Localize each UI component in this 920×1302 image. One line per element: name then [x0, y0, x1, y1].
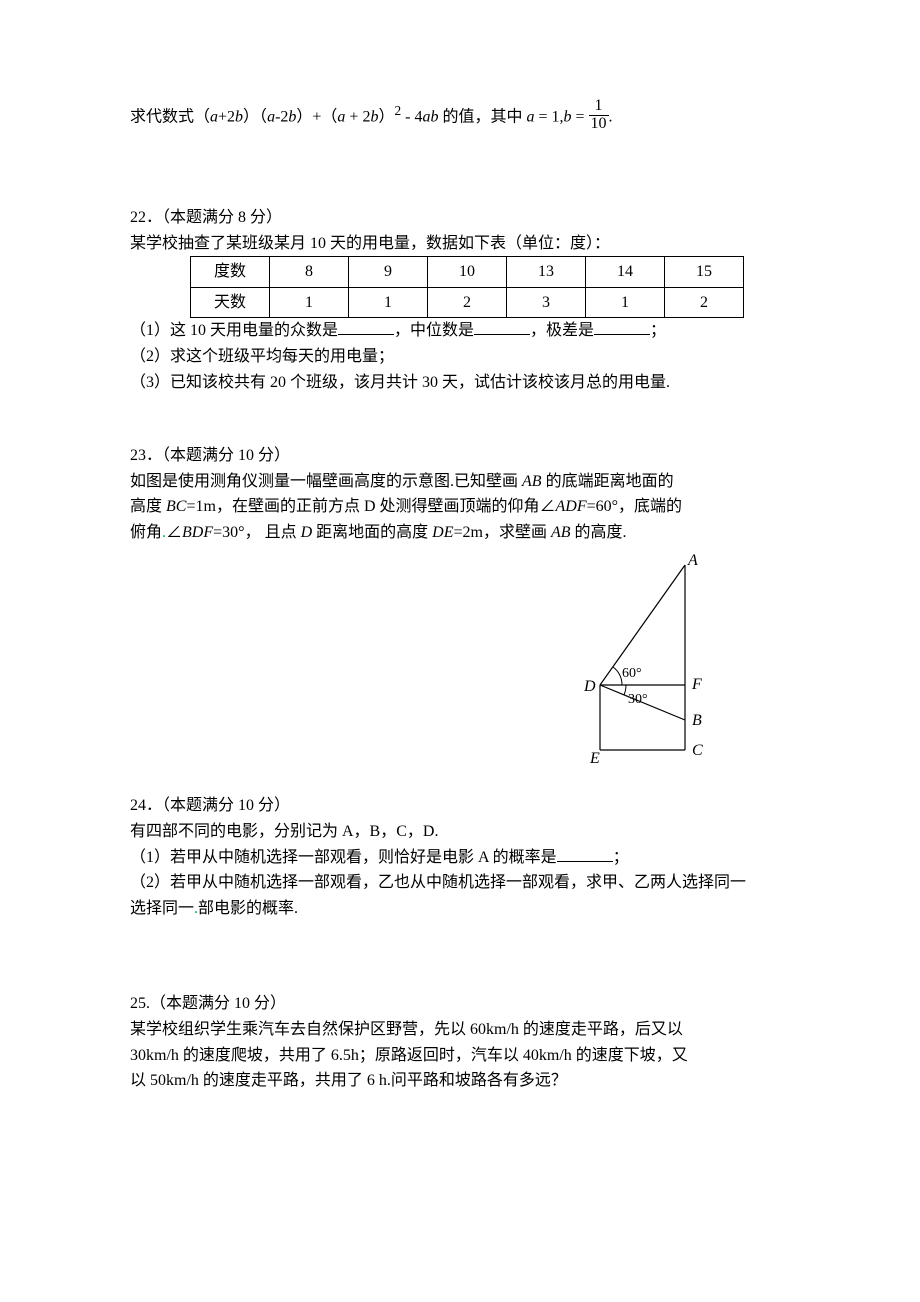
var-ab: ab [422, 108, 438, 125]
q24-part2a: （2）若甲从中随机选择一部观看，乙也从中随机选择一部观看，求甲、乙两人选择同一 [130, 870, 790, 896]
text: =1m，在壁画的正前方点 D 处测得壁画顶端的仰角∠ [186, 498, 555, 515]
cell: 10 [428, 257, 507, 288]
text: （1）这 10 天用电量的众数是 [130, 322, 338, 339]
text: +2 [218, 108, 235, 125]
text: 的高度. [571, 524, 627, 541]
q25-line1: 某学校组织学生乘汽车去自然保护区野营，先以 60km/h 的速度走平路，后又以 [130, 1017, 790, 1043]
label-60: 60° [622, 666, 642, 681]
cell: 2 [665, 287, 744, 318]
label-30: 30° [628, 692, 648, 707]
numerator: 1 [589, 98, 609, 115]
cell: 8 [270, 257, 349, 288]
label-f: F [691, 676, 702, 693]
cell: 14 [586, 257, 665, 288]
fraction: 110 [589, 98, 609, 133]
q25-line2: 30km/h 的速度爬坡，共用了 6.5h；原路返回时，汽车以 40km/h 的… [130, 1043, 790, 1069]
text: ； [613, 849, 629, 866]
text: 如图是使用测角仪测量一幅壁画高度的示意图.已知壁画 [130, 473, 522, 490]
seg-ab: AB [522, 473, 542, 490]
point-d: D [301, 524, 313, 541]
cell: 1 [586, 287, 665, 318]
q23-heading: 23．（本题满分 10 分） [130, 443, 790, 469]
cell: 15 [665, 257, 744, 288]
var-b: b [235, 108, 243, 125]
q25-heading: 25.（本题满分 10 分） [130, 991, 790, 1017]
q22-intro: 某学校抽查了某班级某月 10 天的用电量，数据如下表（单位：度）： [130, 231, 790, 257]
text: =60°，底端的 [587, 498, 682, 515]
text: 俯角 [130, 524, 162, 541]
text: ，中位数是 [394, 322, 474, 339]
q22-part1: （1）这 10 天用电量的众数是 ，中位数是 ，极差是 ； [130, 318, 790, 344]
cell: 13 [507, 257, 586, 288]
text: ，极差是 [530, 322, 594, 339]
q22-table: 度数 8 9 10 13 14 15 天数 1 1 2 3 1 2 [190, 256, 744, 318]
q21-expression: 求代数式（a+2b）（a-2b）+（a + 2b）2 - 4ab 的值，其中 a… [130, 100, 790, 135]
text: （1）若甲从中随机选择一部观看，则恰好是电影 A 的概率是 [130, 849, 557, 866]
text: = 1, [534, 108, 563, 125]
q24-heading: 24．（本题满分 10 分） [130, 793, 790, 819]
text: 选择同一 [130, 900, 194, 917]
seg-ab: AB [551, 524, 571, 541]
q23-line1: 如图是使用测角仪测量一幅壁画高度的示意图.已知壁画 AB 的底端距离地面的 [130, 469, 790, 495]
text: 部电影的概率. [198, 900, 298, 917]
angle-adf: ADF [556, 498, 587, 515]
q25-line3: 以 50km/h 的速度走平路，共用了 6 h.问平路和坡路各有多远？ [130, 1068, 790, 1094]
text: . [609, 108, 613, 125]
text: 求代数式（ [130, 108, 210, 125]
q22-heading: 22．（本题满分 8 分） [130, 205, 790, 231]
seg-de: DE [432, 524, 453, 541]
cell: 9 [349, 257, 428, 288]
cell: 1 [349, 287, 428, 318]
text: = [572, 108, 589, 125]
cell: 1 [270, 287, 349, 318]
q22-part3: （3）已知该校共有 20 个班级，该月共计 30 天，试估计该校该月总的用电量. [130, 370, 790, 396]
q24-intro: 有四部不同的电影，分别记为 A，B，C，D. [130, 819, 790, 845]
text: + 2 [345, 108, 370, 125]
text: ∠ [166, 524, 182, 541]
row-label: 度数 [191, 257, 270, 288]
text: ）+（ [296, 108, 337, 125]
angle-bdf: BDF [182, 524, 213, 541]
label-b: B [692, 712, 702, 729]
table-row: 度数 8 9 10 13 14 15 [191, 257, 744, 288]
blank-prob [557, 845, 613, 862]
label-e: E [589, 750, 600, 767]
seg-bc: BC [166, 498, 186, 515]
text: 高度 [130, 498, 166, 515]
text: 的底端距离地面的 [542, 473, 674, 490]
q23-line2: 高度 BC=1m，在壁画的正前方点 D 处测得壁画顶端的仰角∠ADF=60°，底… [130, 494, 790, 520]
text: 的值，其中 [438, 108, 526, 125]
cell: 3 [507, 287, 586, 318]
cell: 2 [428, 287, 507, 318]
text: - 4 [401, 108, 422, 125]
q23-figure: A F B C D E 60° 30° [570, 545, 730, 775]
text: ） [378, 108, 394, 125]
blank-median [474, 318, 530, 335]
blank-range [594, 318, 650, 335]
denominator: 10 [589, 115, 609, 133]
label-d: D [583, 678, 596, 695]
text: =2m，求壁画 [453, 524, 550, 541]
q22-part2: （2）求这个班级平均每天的用电量； [130, 344, 790, 370]
q23-line3: 俯角.∠BDF=30°， 且点 D 距离地面的高度 DE=2m，求壁画 AB 的… [130, 520, 790, 546]
text: =30°， 且点 [213, 524, 300, 541]
row-label: 天数 [191, 287, 270, 318]
label-c: C [692, 742, 703, 759]
text: ）（ [243, 108, 267, 125]
text: 距离地面的高度 [312, 524, 432, 541]
var-a: a [210, 108, 218, 125]
text: ； [650, 322, 666, 339]
q24-part2b: 选择同一.部电影的概率. [130, 896, 790, 922]
blank-mode [338, 318, 394, 335]
label-a: A [687, 552, 698, 569]
q24-part1: （1）若甲从中随机选择一部观看，则恰好是电影 A 的概率是 ； [130, 845, 790, 871]
table-row: 天数 1 1 2 3 1 2 [191, 287, 744, 318]
var-a: a [267, 108, 275, 125]
text: -2 [275, 108, 288, 125]
var-b: b [564, 108, 572, 125]
